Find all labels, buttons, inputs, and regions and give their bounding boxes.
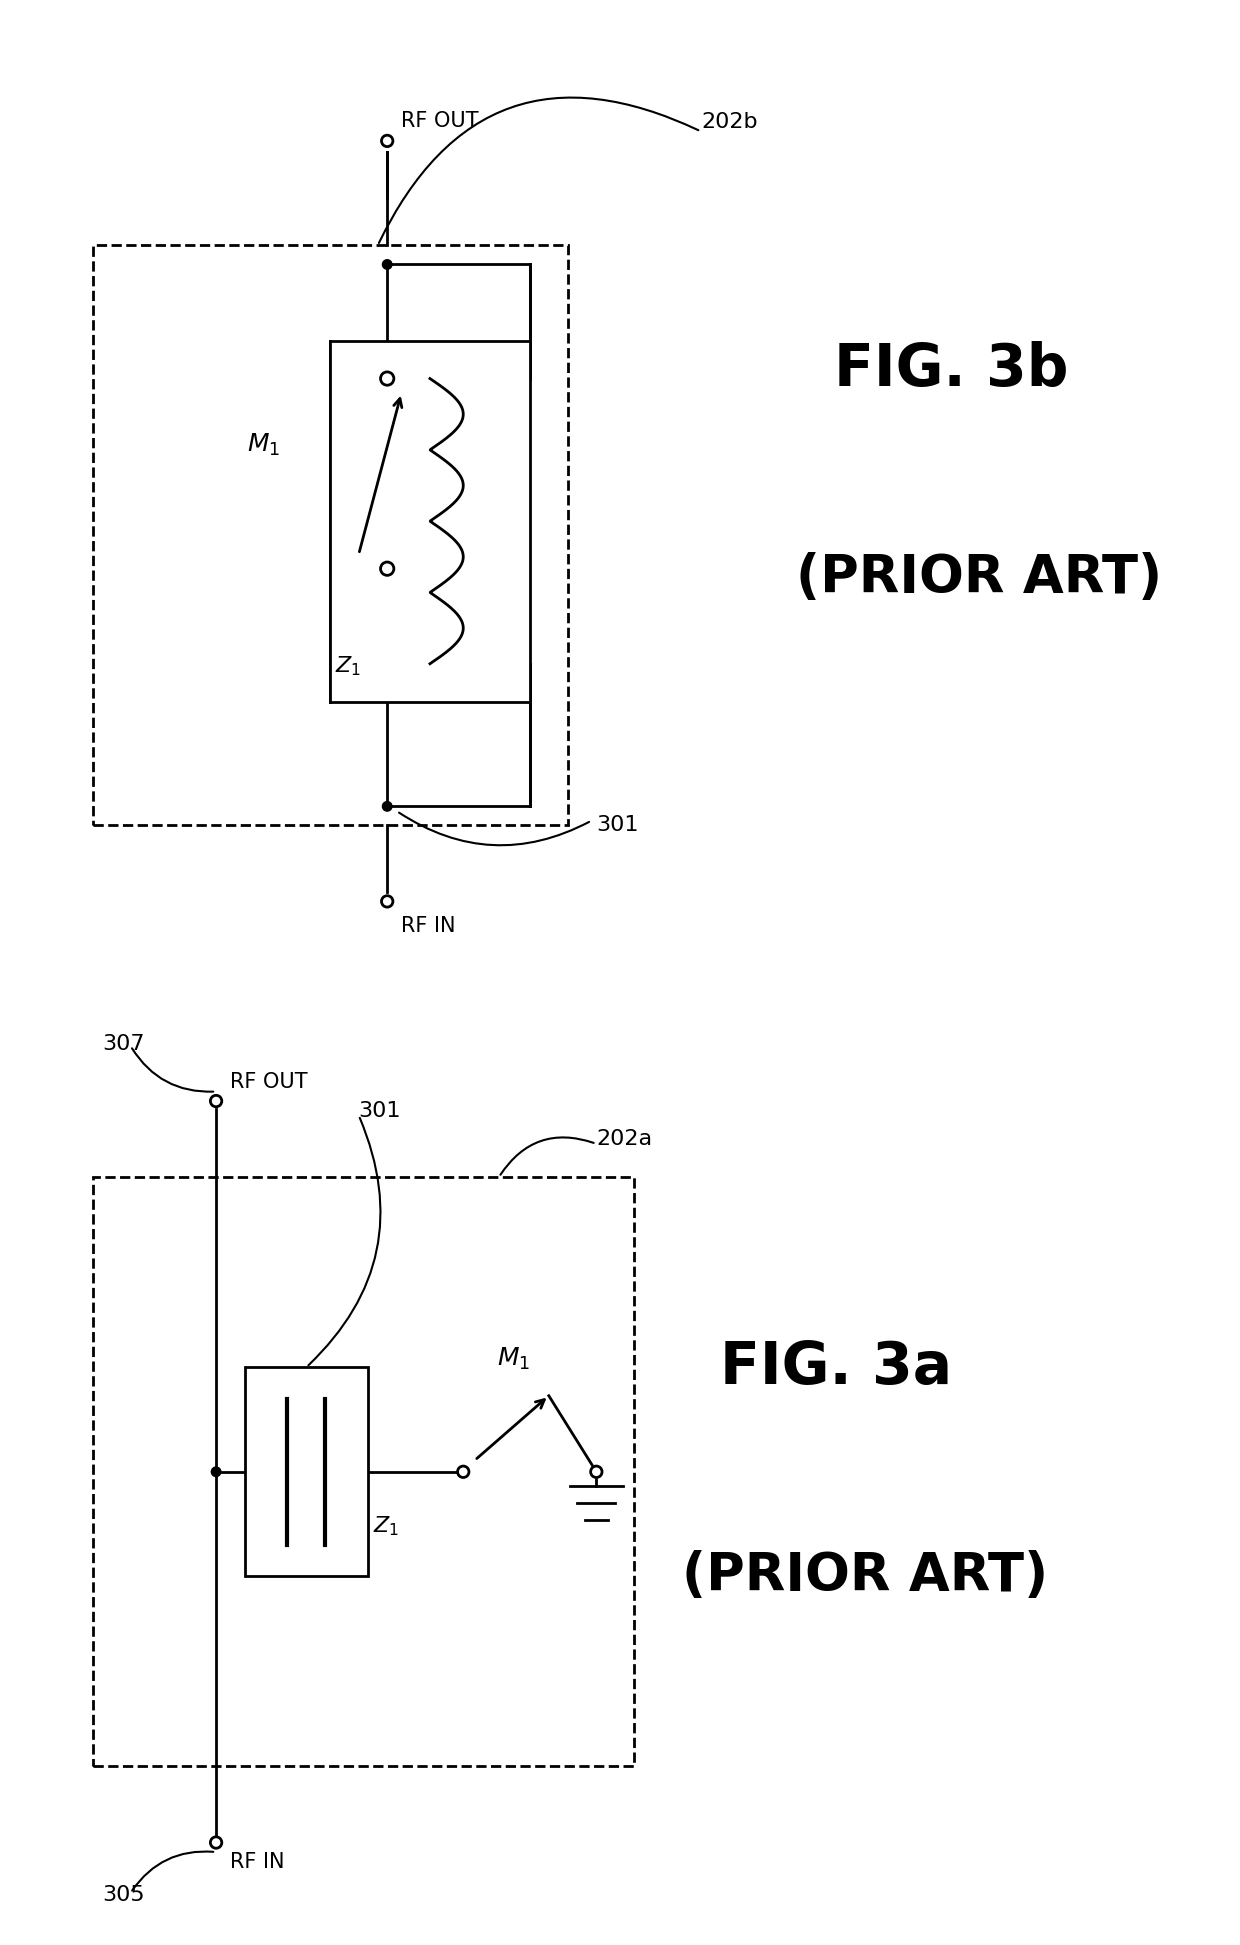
Bar bbox=[93, 1177, 635, 1766]
Bar bbox=[93, 245, 568, 825]
Text: RF IN: RF IN bbox=[231, 1852, 285, 1871]
Circle shape bbox=[382, 897, 393, 906]
Text: $Z_1$: $Z_1$ bbox=[335, 654, 361, 679]
Text: 202a: 202a bbox=[596, 1128, 652, 1149]
Bar bbox=[330, 340, 529, 702]
Circle shape bbox=[381, 562, 394, 576]
Text: RF OUT: RF OUT bbox=[402, 111, 479, 132]
Text: RF IN: RF IN bbox=[402, 916, 456, 936]
Circle shape bbox=[458, 1467, 469, 1478]
Text: RF OUT: RF OUT bbox=[231, 1072, 308, 1091]
Text: $Z_1$: $Z_1$ bbox=[373, 1515, 399, 1538]
Circle shape bbox=[211, 1095, 222, 1107]
Text: (PRIOR ART): (PRIOR ART) bbox=[796, 552, 1162, 605]
Circle shape bbox=[381, 371, 394, 385]
Text: FIG. 3a: FIG. 3a bbox=[720, 1338, 952, 1397]
Circle shape bbox=[382, 136, 393, 146]
Bar bbox=[244, 1367, 368, 1575]
Text: FIG. 3b: FIG. 3b bbox=[835, 340, 1069, 397]
Text: 202b: 202b bbox=[701, 113, 758, 132]
Circle shape bbox=[211, 1836, 222, 1848]
Text: 301: 301 bbox=[596, 815, 639, 834]
Text: $M_1$: $M_1$ bbox=[497, 1346, 529, 1371]
Circle shape bbox=[590, 1467, 603, 1478]
Text: 307: 307 bbox=[102, 1035, 145, 1054]
Text: $M_1$: $M_1$ bbox=[247, 432, 280, 459]
Text: (PRIOR ART): (PRIOR ART) bbox=[682, 1550, 1048, 1603]
Text: 301: 301 bbox=[358, 1101, 402, 1120]
Text: 305: 305 bbox=[102, 1885, 145, 1904]
Circle shape bbox=[211, 1467, 221, 1476]
Circle shape bbox=[382, 261, 392, 268]
Circle shape bbox=[382, 801, 392, 811]
